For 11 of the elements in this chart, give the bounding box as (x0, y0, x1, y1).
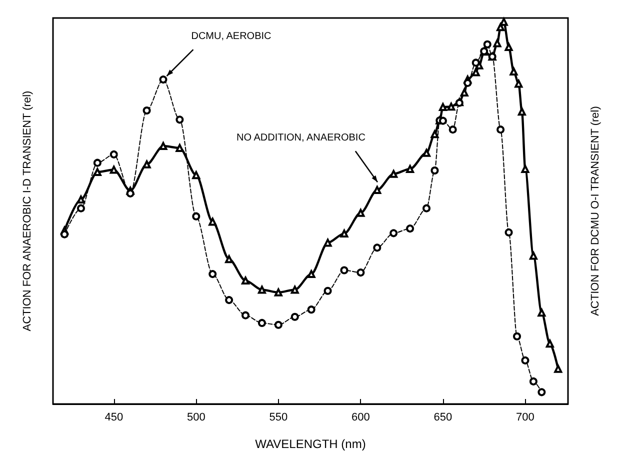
y-axis-title: ACTION FOR ANAEROBIC I-D TRANSIENT (rel) (22, 90, 34, 332)
annotation: DCMU, AEROBIC (191, 31, 272, 42)
x-tick-label: 700 (516, 412, 534, 424)
x-tick-label: 650 (434, 412, 452, 424)
x-tick-label: 450 (104, 412, 124, 424)
x-tick-label: 550 (269, 412, 288, 424)
x-tick-label: 500 (186, 412, 206, 424)
x-tick-label: 600 (352, 412, 370, 424)
y2-axis-title: ACTION FOR DCMU O-I TRANSIENT (rel) (590, 106, 602, 316)
x-axis-title: WAVELENGTH (nm) (255, 437, 366, 451)
annotation: NO ADDITION, ANAEROBIC (236, 132, 366, 144)
